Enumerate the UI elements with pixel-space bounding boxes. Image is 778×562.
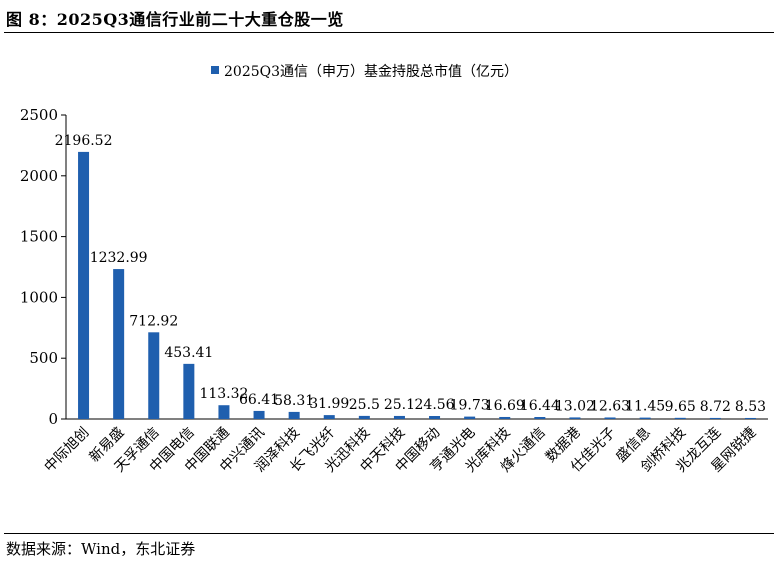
- bar-value-label: 19.73: [450, 398, 490, 414]
- y-tick-label: 500: [29, 349, 58, 367]
- bar: [744, 417, 756, 419]
- figure-title: 图 8：2025Q3通信行业前二十大重仓股一览: [6, 10, 344, 29]
- top-rule: [4, 32, 774, 33]
- legend: 2025Q3通信（申万）基金持股总市值（亿元）: [211, 63, 518, 80]
- bar-value-label: 24.56: [415, 397, 455, 413]
- bar-value-label: 8.72: [700, 399, 731, 415]
- bar-chart: 2025Q3通信（申万）基金持股总市值（亿元） 0 500 1000 1500 2000…: [20, 63, 768, 476]
- y-tick-label: 1500: [20, 228, 58, 246]
- bar: [288, 411, 300, 419]
- bar-value-label: 1232.99: [90, 250, 148, 266]
- axes: 0 500 1000 1500 2000 2500: [20, 106, 768, 428]
- bottom-rule: [4, 533, 774, 534]
- y-tick-label: 1000: [20, 288, 58, 306]
- bar: [183, 363, 195, 419]
- bar: [429, 416, 441, 419]
- bar: [148, 332, 160, 419]
- bar: [464, 416, 476, 419]
- bar: [604, 417, 616, 419]
- bar: [534, 417, 546, 419]
- source-note: 数据来源：Wind，东北证券: [6, 540, 196, 558]
- legend-swatch: [211, 66, 219, 74]
- bar-value-label: 13.02: [555, 398, 595, 414]
- bar-value-label: 58.31: [274, 393, 314, 409]
- category-labels: 中际旭创新易盛天孚通信中国电信中国联通中兴通讯润泽科技长飞光纤光迅科技中天科技中…: [41, 424, 759, 476]
- bar: [113, 269, 125, 419]
- bar: [709, 417, 721, 419]
- bar: [569, 417, 581, 419]
- y-tick-label: 2000: [20, 167, 58, 185]
- bars: [78, 151, 756, 419]
- category-label: 中际旭创: [41, 425, 92, 476]
- bar-value-label: 16.69: [485, 398, 525, 414]
- y-tick-label: 2500: [20, 106, 58, 124]
- bar: [78, 151, 90, 419]
- bar-value-label: 25.5: [349, 397, 380, 413]
- bar: [358, 415, 370, 419]
- bar-value-label: 113.32: [199, 386, 248, 402]
- bar: [323, 415, 335, 419]
- bar: [674, 417, 686, 419]
- bar-value-label: 25.1: [384, 397, 415, 413]
- bar: [253, 410, 265, 419]
- bar-value-label: 712.92: [129, 313, 178, 329]
- bar-value-label: 66.41: [239, 392, 279, 408]
- bar-value-label: 2196.52: [55, 133, 113, 149]
- bar-value-label: 16.44: [520, 398, 560, 414]
- bar-value-label: 9.65: [665, 399, 696, 415]
- bar-value-label: 453.41: [164, 345, 213, 361]
- bar: [499, 416, 511, 419]
- bar-value-label: 12.63: [590, 398, 630, 414]
- y-tick-label: 0: [48, 410, 58, 428]
- bar: [393, 415, 405, 419]
- bar-value-label: 11.45: [625, 399, 665, 415]
- bar-value-label: 8.53: [735, 399, 766, 415]
- bar-value-label: 31.99: [309, 396, 349, 412]
- value-labels: 2196.52 1232.99 712.92 453.41 113.3266.4158.…: [55, 133, 766, 415]
- bar: [218, 405, 230, 419]
- bar: [639, 417, 651, 419]
- legend-label: 2025Q3通信（申万）基金持股总市值（亿元）: [224, 63, 518, 80]
